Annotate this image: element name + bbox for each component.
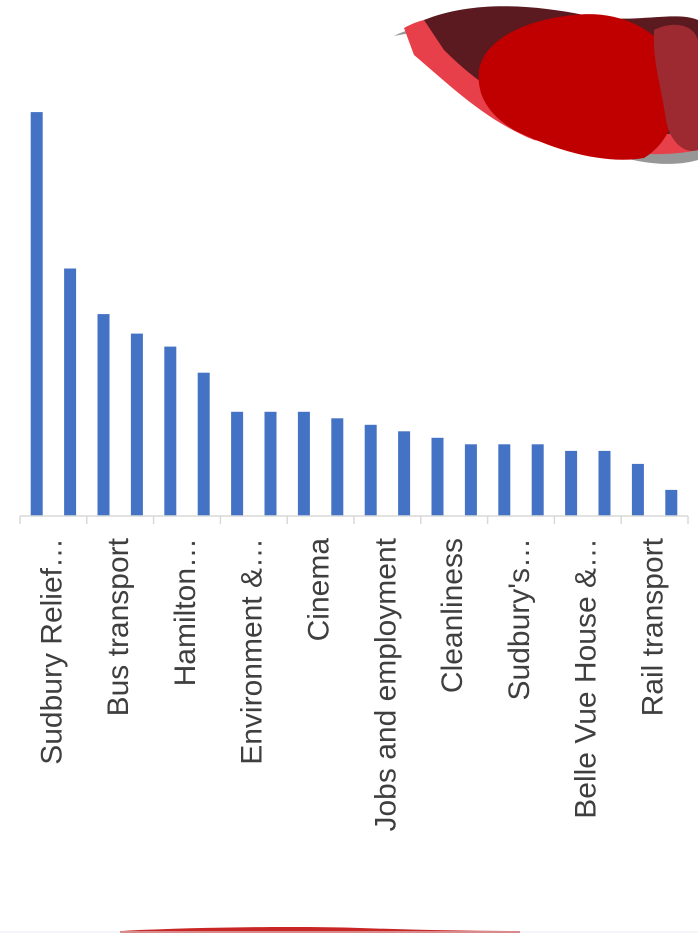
category-label-3: Bus transport	[102, 537, 135, 716]
bars-group	[30, 112, 678, 516]
category-label-11: Jobs and employment	[369, 537, 402, 831]
bar-2	[64, 268, 77, 516]
bar-9	[297, 411, 310, 516]
category-label-13: Cleanliness	[436, 538, 469, 693]
red-blob-logo-icon	[394, 6, 698, 164]
bar-14	[464, 444, 477, 516]
bar-17	[565, 450, 578, 516]
bar-5	[164, 346, 177, 516]
bar-3	[97, 314, 110, 516]
bar-7	[231, 411, 244, 516]
bar-4	[130, 333, 143, 516]
category-labels: Sudbury Relief… Bus transport Hamilton… Env…	[35, 537, 669, 831]
bar-15	[498, 444, 511, 516]
bar-20	[665, 489, 678, 516]
category-label-1: Sudbury Relief…	[35, 538, 68, 765]
category-axis	[19, 515, 689, 524]
bar-11	[364, 424, 377, 516]
bar-8	[264, 411, 277, 516]
bar-18	[598, 450, 611, 516]
category-label-15: Sudbury's…	[503, 538, 536, 700]
category-label-17: Belle Vue House &…	[570, 538, 603, 819]
category-label-9: Cinema	[303, 538, 336, 642]
bar-16	[531, 444, 544, 516]
bar-1	[30, 112, 43, 516]
category-label-5: Hamilton…	[169, 538, 202, 686]
category-label-7: Environment &…	[236, 538, 269, 765]
bar-13	[431, 437, 444, 516]
bar-6	[197, 372, 210, 516]
bar-19	[631, 463, 644, 516]
bottom-accent-line	[0, 927, 698, 933]
bar-10	[331, 418, 344, 516]
bar-12	[398, 431, 411, 516]
category-label-19: Rail transport	[637, 537, 670, 716]
